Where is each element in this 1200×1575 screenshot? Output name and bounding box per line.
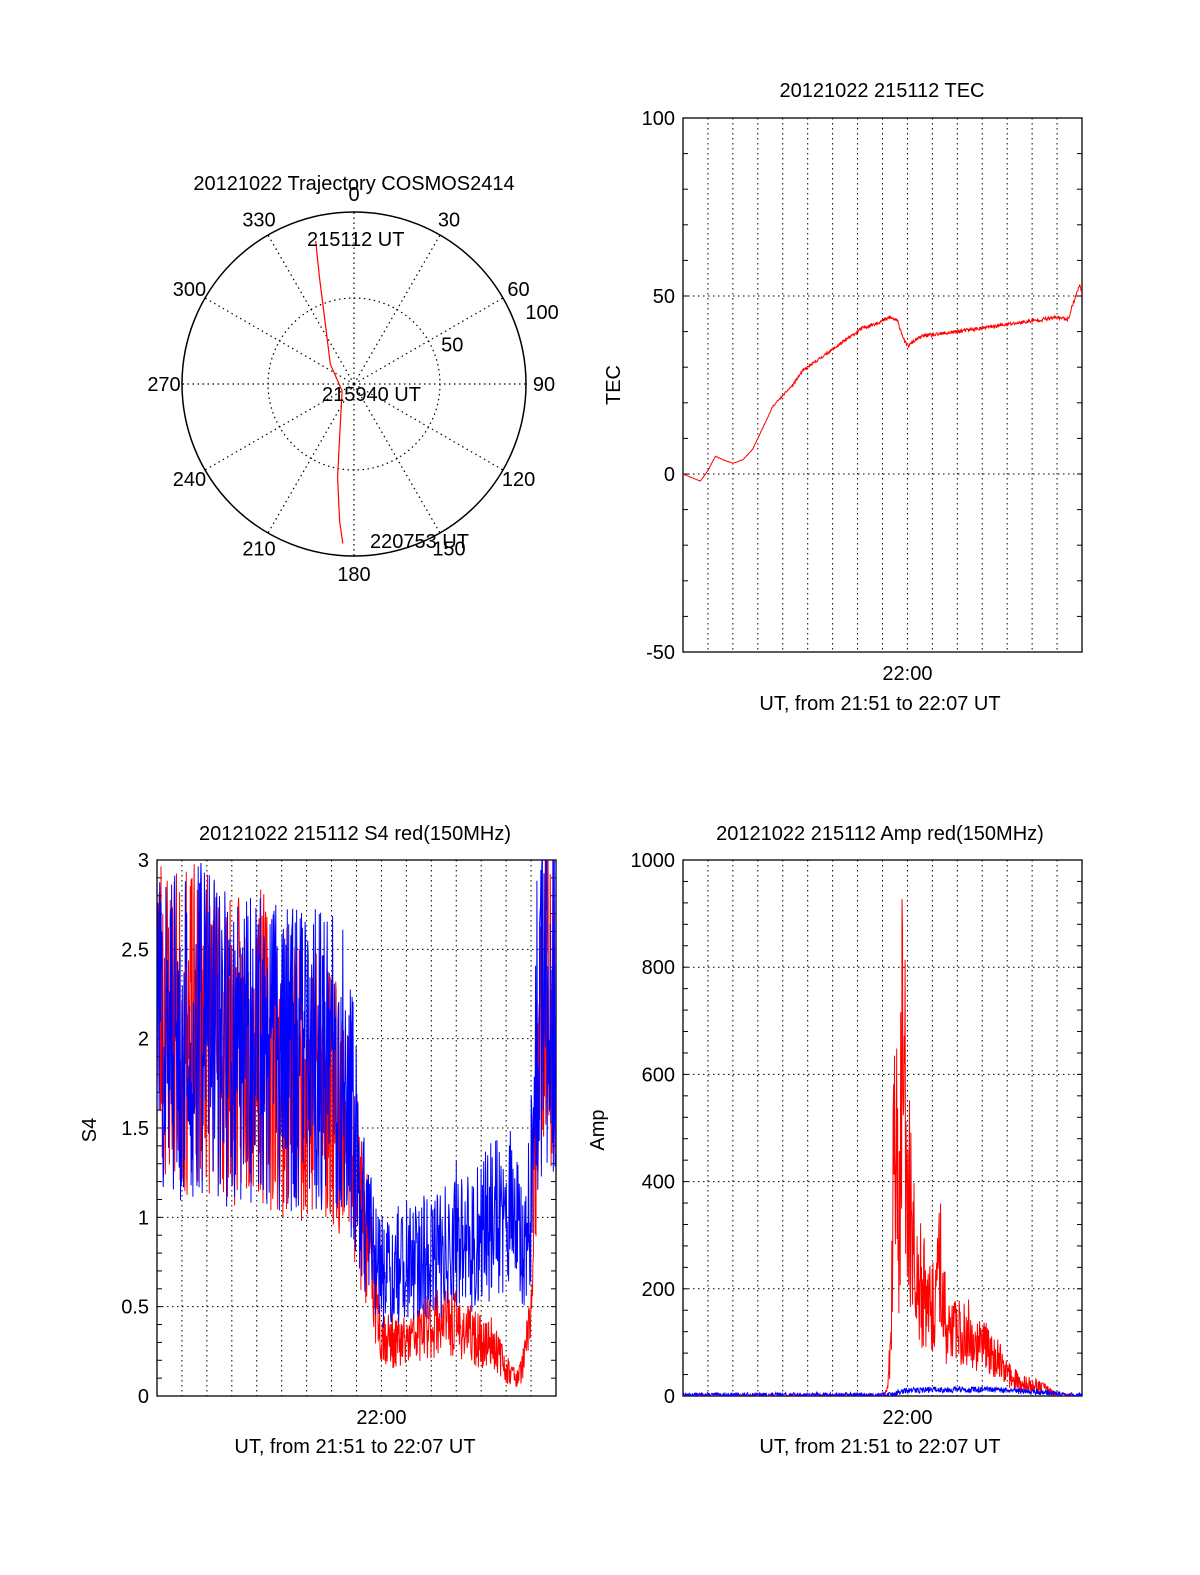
azimuth-tick-label: 0 bbox=[348, 184, 359, 206]
azimuth-labels: 0 30 60 90 120 150 180 210 240 270 300 330 bbox=[147, 184, 555, 586]
amp-ytick-label: 200 bbox=[642, 1279, 675, 1301]
radial-tick-label: 100 bbox=[525, 302, 558, 324]
amp-title: 20121022 215112 Amp red(150MHz) bbox=[716, 823, 1044, 845]
tec-title: 20121022 215112 TEC bbox=[780, 80, 985, 102]
amp-ytick-label: 0 bbox=[664, 1386, 675, 1408]
polar-spoke bbox=[353, 383, 441, 534]
azimuth-tick-label: 150 bbox=[432, 539, 465, 561]
s4-ytick-label: 2.5 bbox=[121, 939, 149, 961]
s4-series-blue bbox=[157, 860, 556, 1328]
amp-plot: 20121022 215112 Amp red(150MHz) Amp UT, … bbox=[587, 823, 1083, 1458]
tec-xtick-label: 22:00 bbox=[882, 663, 932, 685]
amp-ytick-label: 600 bbox=[642, 1064, 675, 1086]
s4-ytick-label: 0 bbox=[138, 1386, 149, 1408]
polar-spoke bbox=[204, 297, 355, 385]
tec-ytick-label: -50 bbox=[646, 642, 675, 664]
s4-ytick-label: 3 bbox=[138, 850, 149, 872]
radial-labels: 50 100 bbox=[441, 302, 559, 356]
azimuth-tick-label: 180 bbox=[337, 564, 370, 586]
amp-ytick-label: 400 bbox=[642, 1172, 675, 1194]
polar-spoke bbox=[353, 297, 504, 385]
s4-xlabel: UT, from 21:51 to 22:07 UT bbox=[234, 1436, 475, 1458]
tec-xlabel: UT, from 21:51 to 22:07 UT bbox=[759, 693, 1000, 715]
polar-spoke bbox=[267, 234, 355, 385]
azimuth-tick-label: 330 bbox=[242, 209, 275, 231]
tec-ytick-label: 0 bbox=[664, 464, 675, 486]
tec-series-red bbox=[683, 284, 1082, 482]
s4-plot: 20121022 215112 S4 red(150MHz) S4 UT, fr… bbox=[79, 823, 557, 1458]
tec-ytick-label: 50 bbox=[653, 286, 675, 308]
trajectory-end-label: 220753 UT bbox=[370, 531, 469, 553]
azimuth-tick-label: 60 bbox=[507, 279, 529, 301]
tec-plot: 20121022 215112 TEC TEC UT, from 21:51 t… bbox=[603, 80, 1083, 715]
azimuth-tick-label: 90 bbox=[533, 374, 555, 396]
trajectory-mid-label: 215940 UT bbox=[322, 384, 421, 406]
trajectory-track bbox=[315, 241, 344, 544]
radial-tick-label: 50 bbox=[441, 334, 463, 356]
amp-ytick-label: 1000 bbox=[631, 850, 676, 872]
s4-ytick-label: 2 bbox=[138, 1029, 149, 1051]
amp-xtick-label: 22:00 bbox=[882, 1407, 932, 1429]
trajectory-polar-plot: 20121022 Trajectory COSMOS2414 0 30 60 90 12… bbox=[147, 173, 558, 586]
trajectory-title: 20121022 Trajectory COSMOS2414 bbox=[193, 173, 514, 195]
polar-spoke bbox=[353, 383, 504, 471]
s4-series-red bbox=[157, 860, 556, 1388]
amp-ylabel: Amp bbox=[587, 1109, 609, 1150]
amp-xlabel: UT, from 21:51 to 22:07 UT bbox=[759, 1436, 1000, 1458]
s4-ytick-label: 1 bbox=[138, 1207, 149, 1229]
polar-spoke bbox=[204, 383, 355, 471]
polar-spoke bbox=[353, 234, 441, 385]
tec-ytick-label: 100 bbox=[642, 108, 675, 130]
azimuth-tick-label: 300 bbox=[173, 279, 206, 301]
polar-grid bbox=[182, 212, 526, 556]
tec-ylabel: TEC bbox=[603, 365, 625, 405]
azimuth-tick-label: 210 bbox=[242, 539, 275, 561]
s4-ytick-label: 1.5 bbox=[121, 1118, 149, 1140]
azimuth-tick-label: 240 bbox=[173, 469, 206, 491]
s4-xtick-label: 22:00 bbox=[356, 1407, 406, 1429]
s4-ytick-label: 0.5 bbox=[121, 1297, 149, 1319]
tec-plot-frame bbox=[682, 117, 1083, 653]
s4-title: 20121022 215112 S4 red(150MHz) bbox=[199, 823, 511, 845]
s4-ylabel: S4 bbox=[79, 1118, 101, 1142]
azimuth-tick-label: 120 bbox=[502, 469, 535, 491]
amp-series-blue bbox=[683, 1385, 1082, 1396]
trajectory-start-label: 215112 UT bbox=[307, 229, 404, 251]
amp-ytick-label: 800 bbox=[642, 957, 675, 979]
polar-outer-circle bbox=[181, 211, 527, 557]
polar-spoke bbox=[267, 383, 355, 534]
azimuth-tick-label: 270 bbox=[147, 374, 180, 396]
azimuth-tick-label: 30 bbox=[438, 209, 460, 231]
